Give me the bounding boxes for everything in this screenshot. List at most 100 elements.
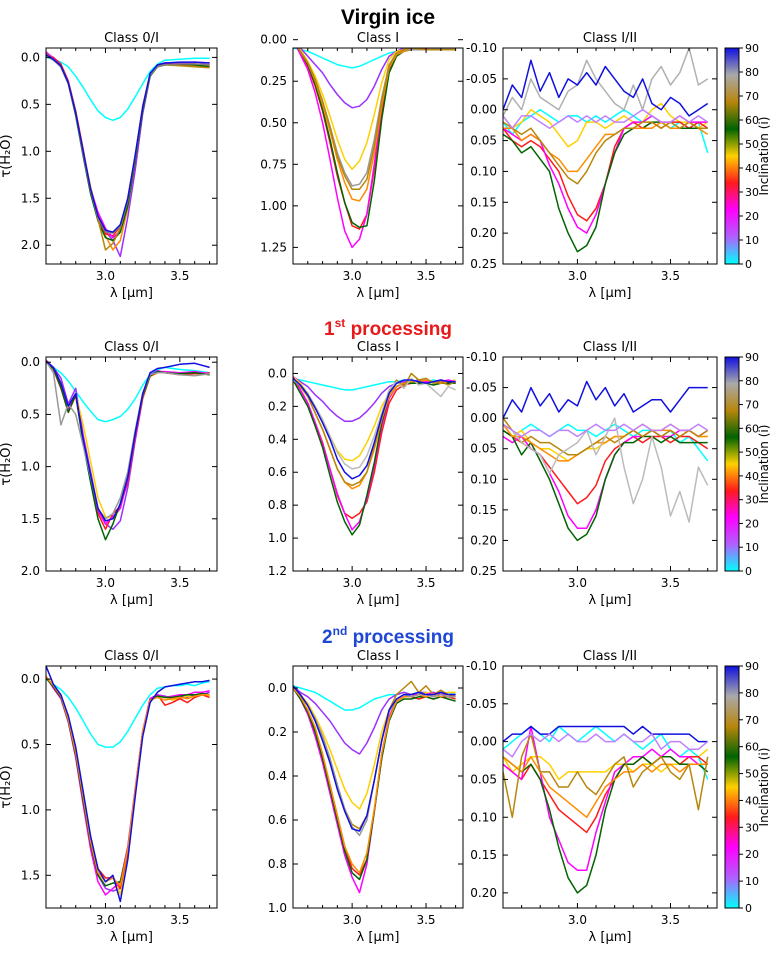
series-line-i20 bbox=[299, 48, 456, 109]
y-tick-label: 0.6 bbox=[268, 465, 287, 479]
x-tick-label: 3.5 bbox=[170, 913, 189, 927]
y-tick-label: 0.4 bbox=[268, 432, 287, 446]
colorbar-tick-label: 70 bbox=[745, 90, 759, 103]
series-line-i90 bbox=[46, 53, 210, 233]
x-tick-label: 3.0 bbox=[343, 269, 362, 283]
y-tick-label: 0.50 bbox=[260, 116, 287, 130]
colorbar-tick-label: 50 bbox=[745, 768, 759, 781]
series-line-i10 bbox=[503, 423, 709, 438]
x-tick-label: 3.5 bbox=[661, 269, 680, 283]
series-line-i80 bbox=[293, 377, 456, 470]
y-tick-label: 1.00 bbox=[260, 199, 287, 213]
y-tick-label: 1.0 bbox=[268, 531, 287, 545]
y-tick-label: -0.05 bbox=[466, 381, 497, 395]
colorbar-tick-label: 80 bbox=[745, 687, 759, 700]
colorbar-tick-label: 90 bbox=[745, 660, 759, 673]
y-tick-label: 0.20 bbox=[470, 226, 497, 240]
x-axis-label: λ [μm] bbox=[110, 286, 153, 301]
colorbar-label: Inclination (i) bbox=[757, 117, 771, 196]
colorbar-tick-label: 70 bbox=[745, 714, 759, 727]
x-tick-label: 3.5 bbox=[661, 576, 680, 590]
panel-title: Class I bbox=[357, 649, 399, 664]
series-group bbox=[46, 359, 210, 541]
colorbar-tick-label: 30 bbox=[745, 821, 759, 834]
row-title-first-rest: processing bbox=[345, 319, 452, 340]
y-tick-label: 0.05 bbox=[470, 442, 497, 456]
row-title-virgin: Virgin ice bbox=[341, 6, 435, 29]
series-line-i90 bbox=[503, 725, 708, 743]
y-tick-label: 0.05 bbox=[470, 772, 497, 786]
panel-title: Class I/II bbox=[583, 340, 637, 355]
y-tick-label: -0.05 bbox=[466, 697, 497, 711]
colorbar-tick-label: 90 bbox=[745, 351, 759, 364]
series-group bbox=[293, 680, 456, 894]
series-line-i90 bbox=[46, 360, 210, 522]
panel-title: Class I bbox=[357, 340, 399, 355]
colorbar-2: 0 10 20 30 40 50 60 70 80 90 Inclination (i) bbox=[724, 660, 771, 915]
y-tick-label: 0.2 bbox=[268, 725, 287, 739]
x-tick-label: 3.0 bbox=[568, 913, 587, 927]
series-line-i70 bbox=[503, 756, 708, 819]
x-tick-label: 3.5 bbox=[416, 913, 435, 927]
series-line-i20 bbox=[46, 359, 210, 530]
series-line-i90 bbox=[293, 377, 456, 480]
y-tick-label: -0.10 bbox=[466, 350, 497, 364]
series-line-i70 bbox=[503, 121, 709, 173]
y-tick-label: 0.00 bbox=[260, 33, 287, 47]
x-tick-label: 3.0 bbox=[96, 913, 115, 927]
series-line-i10 bbox=[503, 108, 709, 129]
colorbar-tick-label: 90 bbox=[745, 42, 759, 55]
y-tick-label: 0.0 bbox=[21, 355, 40, 369]
panel-0-0: 3.0 3.5 0.0 0.5 1.0 1.5 2.0 Class 0/I λ [μm] τ(H₂… bbox=[0, 31, 218, 301]
series-line-i20 bbox=[46, 52, 210, 258]
colorbar-tick-label: 40 bbox=[745, 162, 759, 175]
axes-frame bbox=[292, 47, 464, 265]
series-line-i50 bbox=[503, 115, 708, 234]
x-tick-label: 3.0 bbox=[96, 576, 115, 590]
axes-frame bbox=[502, 665, 718, 909]
y-tick-label: 0.25 bbox=[470, 257, 497, 271]
x-tick-label: 3.0 bbox=[568, 269, 587, 283]
panel-title: Class 0/I bbox=[104, 649, 159, 664]
colorbar-tick-label: 0 bbox=[745, 565, 752, 578]
axes-frame bbox=[45, 47, 218, 265]
series-line-i80 bbox=[46, 360, 210, 520]
series-group bbox=[293, 372, 456, 536]
row-title-second-base: 2 bbox=[322, 627, 333, 648]
panel-1-0: 3.0 3.5 0.0 0.5 1.0 1.5 2.0 Class 0/I λ [μm] τ(H₂… bbox=[0, 340, 218, 608]
panel-title: Class 0/I bbox=[104, 31, 159, 46]
x-axis-label: λ [μm] bbox=[589, 930, 632, 945]
y-tick-label: 0.25 bbox=[260, 74, 287, 88]
y-tick-label: 0.15 bbox=[470, 503, 497, 517]
colorbar-tick-label: 40 bbox=[745, 470, 759, 483]
x-tick-label: 3.5 bbox=[661, 913, 680, 927]
y-axis-label: τ(H₂O) bbox=[0, 442, 14, 485]
x-axis-label: λ [μm] bbox=[110, 930, 153, 945]
series-line-i40 bbox=[46, 359, 210, 530]
y-tick-label: 0.10 bbox=[470, 164, 497, 178]
colorbar-tick-label: 60 bbox=[745, 422, 759, 435]
series-line-i80 bbox=[503, 48, 709, 117]
panels: 3.0 3.5 0.0 0.5 1.0 1.5 2.0 Class 0/I λ [μm] τ(H₂… bbox=[0, 31, 718, 945]
series-line-i50 bbox=[293, 376, 456, 531]
series-line-i30 bbox=[293, 685, 456, 810]
axes-frame bbox=[502, 356, 718, 572]
y-tick-label: 1.2 bbox=[268, 564, 287, 578]
y-tick-label: 0.4 bbox=[268, 769, 287, 783]
colorbar-tick-label: 40 bbox=[745, 794, 759, 807]
x-tick-label: 3.0 bbox=[568, 576, 587, 590]
y-tick-label: 0.10 bbox=[470, 810, 497, 824]
colorbar-tick-label: 10 bbox=[745, 541, 759, 554]
series-line-i10 bbox=[503, 733, 709, 758]
colorbar-tick-label: 10 bbox=[745, 234, 759, 247]
colorbar-tick-label: 70 bbox=[745, 399, 759, 412]
row-title-first-base: 1 bbox=[324, 319, 335, 340]
series-line-i0 bbox=[46, 361, 210, 423]
x-axis-label: λ [μm] bbox=[110, 593, 153, 608]
axes-frame bbox=[292, 356, 464, 572]
y-tick-label: 0.8 bbox=[268, 857, 287, 871]
colorbar-0: 0 10 20 30 40 50 60 70 80 90 Inclination (i) bbox=[724, 42, 771, 271]
y-tick-label: 0.0 bbox=[21, 50, 40, 64]
series-group bbox=[503, 48, 709, 253]
